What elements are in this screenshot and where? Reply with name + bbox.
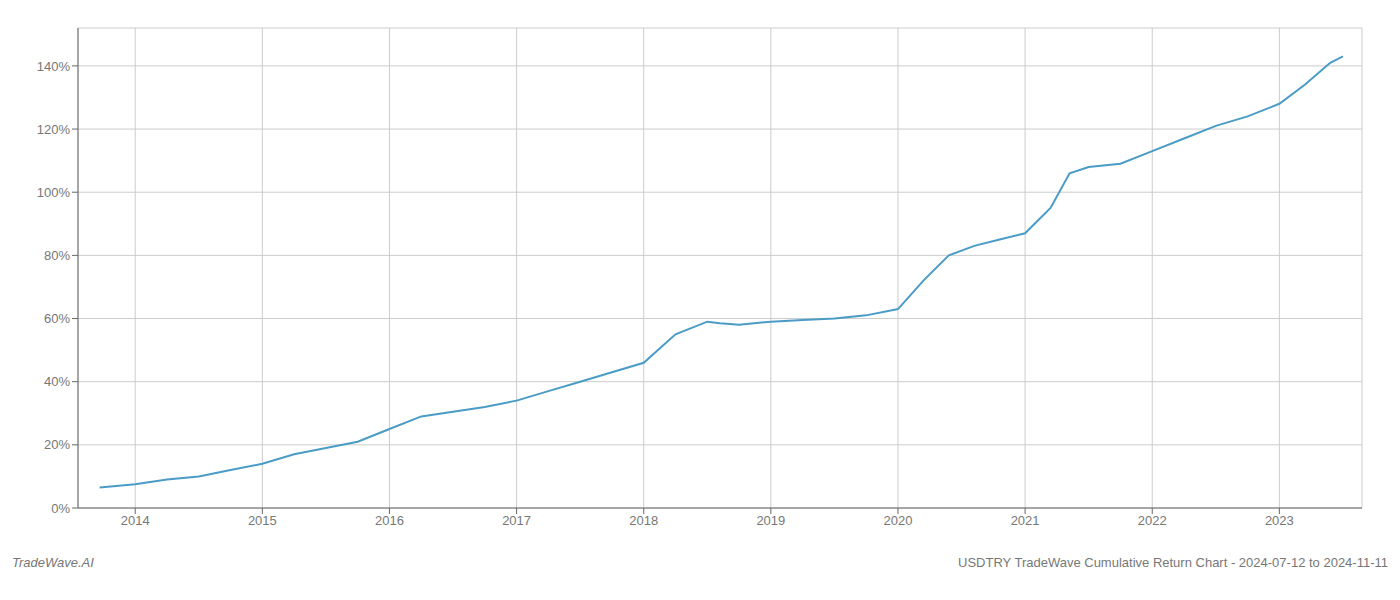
svg-text:2017: 2017 <box>502 513 531 528</box>
svg-text:0%: 0% <box>51 501 70 516</box>
svg-text:2021: 2021 <box>1011 513 1040 528</box>
svg-text:2014: 2014 <box>121 513 150 528</box>
svg-text:2023: 2023 <box>1265 513 1294 528</box>
svg-text:2018: 2018 <box>629 513 658 528</box>
svg-text:2019: 2019 <box>756 513 785 528</box>
svg-text:140%: 140% <box>37 59 71 74</box>
svg-text:2016: 2016 <box>375 513 404 528</box>
html-text:TradeWave.AI: TradeWave.AI <box>12 555 94 570</box>
svg-text:2015: 2015 <box>248 513 277 528</box>
svg-text:20%: 20% <box>44 437 70 452</box>
html-text:USDTRY TradeWave Cumulative Re: USDTRY TradeWave Cumulative Return Chart… <box>958 555 1388 570</box>
svg-text:2020: 2020 <box>884 513 913 528</box>
svg-text:100%: 100% <box>37 185 71 200</box>
svg-text:80%: 80% <box>44 248 70 263</box>
svg-text:40%: 40% <box>44 374 70 389</box>
svg-text:2022: 2022 <box>1138 513 1167 528</box>
svg-text:120%: 120% <box>37 122 71 137</box>
svg-text:60%: 60% <box>44 311 70 326</box>
